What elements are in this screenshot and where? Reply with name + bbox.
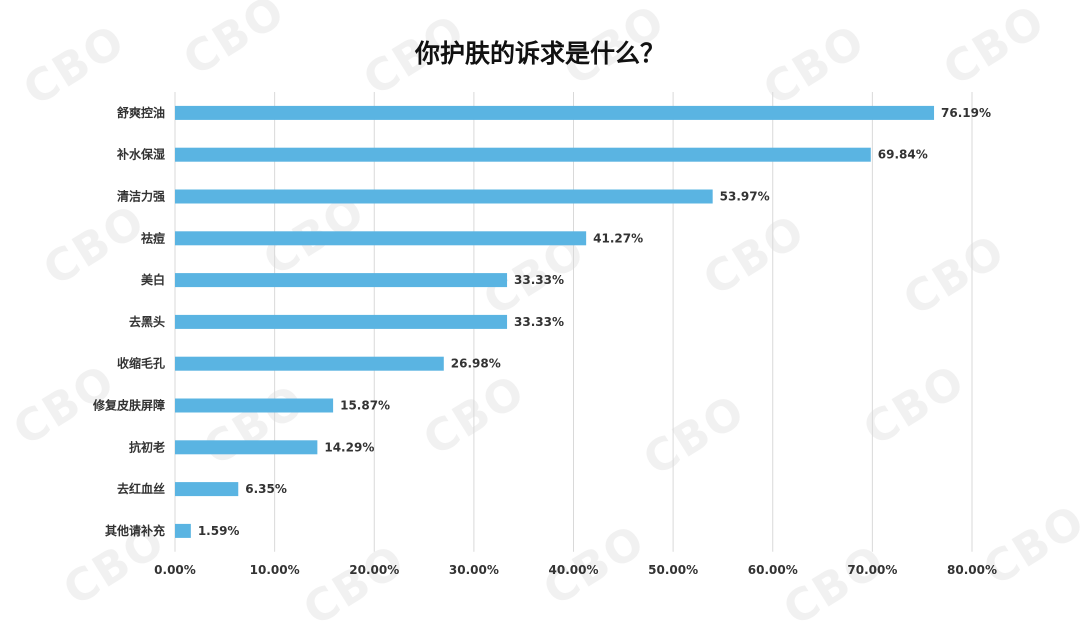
data-label: 15.87%	[340, 399, 390, 413]
data-label: 33.33%	[514, 273, 564, 287]
data-label: 26.98%	[451, 357, 501, 371]
bar	[175, 523, 191, 538]
x-tick-label: 20.00%	[349, 563, 399, 577]
category-label: 收缩毛孔	[117, 356, 165, 371]
category-label: 抗初老	[129, 439, 165, 454]
x-tick-label: 60.00%	[748, 563, 798, 577]
bar-chart: 0.00% 10.00% 20.00% 30.00% 40.00% 50.00% 60.00…	[92, 92, 997, 577]
category-label: 修复皮肤屏障	[92, 398, 165, 413]
category-label: 美白	[141, 272, 165, 287]
category-label: 清洁力强	[117, 189, 165, 204]
category-label: 其他请补充	[105, 523, 165, 538]
data-label: 41.27%	[593, 231, 643, 245]
category-label: 祛痘	[141, 230, 165, 245]
x-tick-label: 40.00%	[549, 563, 599, 577]
x-tick-label: 70.00%	[847, 563, 897, 577]
category-label: 舒爽控油	[116, 105, 165, 120]
data-label: 76.19%	[941, 106, 991, 120]
data-label: 69.84%	[878, 148, 928, 162]
x-tick-label: 30.00%	[449, 563, 499, 577]
bar	[175, 231, 587, 246]
category-label: 补水保湿	[116, 147, 165, 162]
bar	[175, 314, 508, 329]
data-label: 1.59%	[198, 524, 240, 538]
bar	[175, 105, 935, 120]
x-tick-label: 50.00%	[648, 563, 698, 577]
data-label: 33.33%	[514, 315, 564, 329]
x-tick-label: 10.00%	[250, 563, 300, 577]
x-tick-label: 0.00%	[154, 563, 196, 577]
bar	[175, 189, 713, 204]
category-label: 去黑头	[129, 314, 165, 329]
bar	[175, 482, 239, 497]
data-label: 14.29%	[324, 440, 374, 454]
bar	[175, 440, 318, 455]
bar	[175, 147, 871, 162]
data-label: 6.35%	[245, 482, 287, 496]
bar	[175, 398, 334, 413]
x-tick-label: 80.00%	[947, 563, 997, 577]
data-label: 53.97%	[720, 190, 770, 204]
chart-title: 你护肤的诉求是什么？	[414, 39, 665, 68]
category-label: 去红血丝	[117, 481, 165, 496]
bar	[175, 356, 444, 371]
bar	[175, 273, 508, 288]
